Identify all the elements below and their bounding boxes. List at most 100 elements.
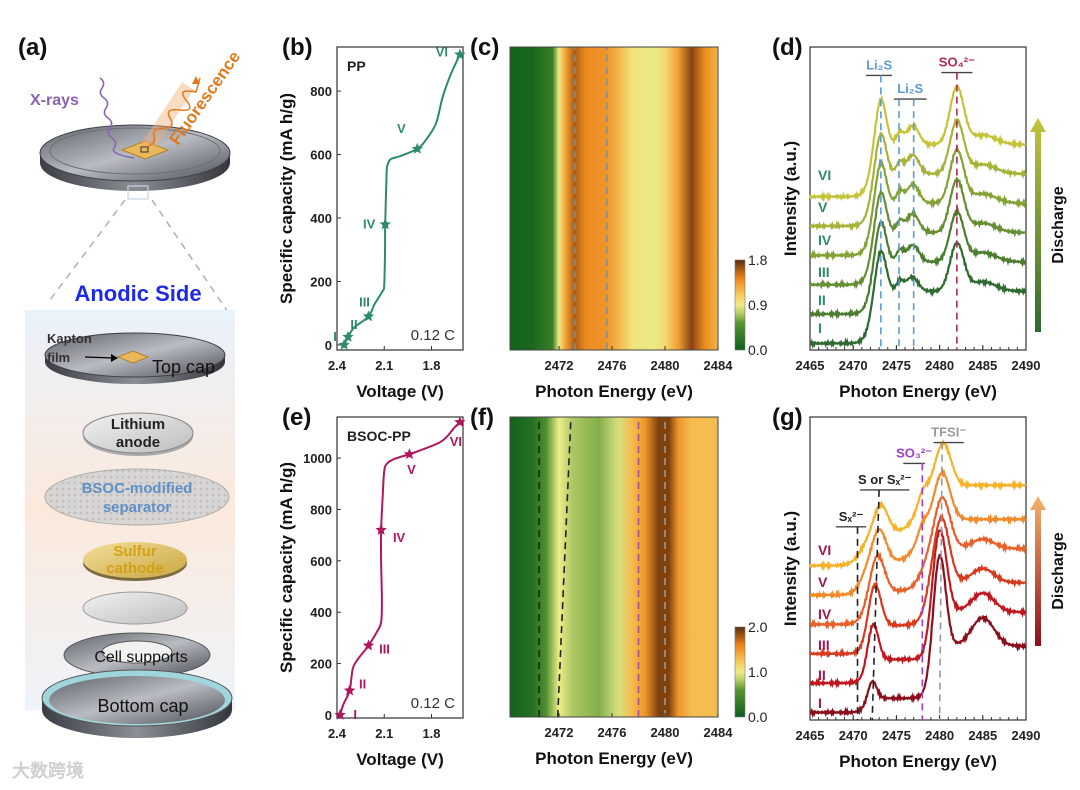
- chart-panel-c: (c) 2472 2476 2480 2484 Photon Energy (eV) 0.0…: [470, 34, 768, 401]
- sulfur-label-2: cathode: [106, 560, 164, 577]
- colorbar-label: 2.0: [748, 619, 768, 635]
- spectrum-series-IV: [809, 495, 1027, 631]
- stage-label: VI: [436, 45, 448, 60]
- spectrum-series-III: [808, 512, 1027, 659]
- x-tick-label: 2470: [839, 728, 868, 743]
- spectrum-series-III: [808, 176, 1027, 290]
- spectrum-series-I: [809, 553, 1027, 719]
- stage-label: I: [353, 707, 357, 722]
- x-tick-label: 2.1: [375, 358, 393, 373]
- x-tick-label: 2.1: [375, 726, 393, 741]
- stage-label: V: [407, 462, 416, 477]
- guide-line: [556, 416, 572, 718]
- star-marker: [342, 331, 354, 342]
- chart-panel-g: (g) 2465 2470 2475 2480 2485 2490 Photon Energy…: [772, 404, 1067, 771]
- x-tick-label: 2475: [882, 728, 911, 743]
- y-tick-label: 800: [310, 502, 332, 517]
- anodic-side-title: Anodic Side: [74, 281, 201, 306]
- stage-label: IV: [393, 530, 406, 545]
- zoom-guide-line: [49, 199, 126, 301]
- y-tick-label: 400: [310, 211, 332, 226]
- spectrum-series-II: [809, 206, 1027, 320]
- watermark: 大数跨境: [12, 760, 84, 781]
- y-axis-title: Specific capacity (mA h/g): [277, 462, 296, 673]
- spectrum-series-II: [809, 528, 1027, 690]
- annotation-label: S or Sₓ²⁻: [858, 472, 912, 487]
- stage-label: I: [818, 320, 822, 336]
- annotation-label: SO₄²⁻: [939, 55, 975, 70]
- x-axis-title: Photon Energy (eV): [535, 382, 693, 401]
- x-tick-label: 2470: [839, 358, 868, 373]
- colorbar-label: 0.0: [748, 709, 768, 725]
- y-axis-title: Specific capacity (mA h/g): [277, 93, 296, 304]
- colorbar: [734, 259, 746, 351]
- top-cap-label: Top cap: [152, 357, 215, 377]
- stage-label: III: [818, 264, 830, 280]
- x-tick-label: 2480: [925, 728, 954, 743]
- x-axis-title: Photon Energy (eV): [839, 382, 997, 401]
- x-tick-label: 2.4: [328, 726, 347, 741]
- star-marker: [343, 684, 356, 696]
- plot-frame: [336, 416, 464, 719]
- discharge-arrow-icon: [1030, 496, 1046, 646]
- x-tick-label: 2484: [704, 358, 734, 373]
- chart-panel-b: (b) 2.4 2.1 1.8 Voltage (V) 0 200 400 600 800 Spec…: [277, 34, 466, 401]
- x-tick-label: 2475: [882, 358, 911, 373]
- xray-wave-icon: [99, 77, 135, 159]
- fluorescence-wave-icon: [147, 77, 201, 147]
- stage-label: IV: [818, 606, 832, 622]
- stage-label: III: [359, 294, 370, 309]
- stage-label: II: [359, 677, 366, 692]
- kapton-window: [120, 140, 170, 160]
- star-marker: [379, 218, 391, 230]
- capacity-curve: [339, 421, 461, 716]
- annotation-label: TFSI⁻: [931, 425, 966, 440]
- star-marker: [362, 639, 375, 651]
- spectrum-series-IV: [809, 146, 1027, 261]
- chart-panel-f: (f) 2472 2476 2480 2484 Photon Energy (eV) 0.0…: [470, 404, 768, 768]
- stage-label: II: [818, 292, 826, 308]
- separator-label-2: separator: [103, 499, 172, 516]
- panel-label: (c): [470, 34, 499, 61]
- x-tick-label: 2476: [598, 358, 627, 373]
- chart-panel-d: (d) 2465 2470 2475 2480 2485 2490 Photon Energy…: [772, 34, 1067, 401]
- stage-label: I: [333, 329, 337, 344]
- stage-label: IV: [818, 232, 832, 248]
- y-tick-label: 0: [325, 338, 332, 353]
- annotation-label: Li₂S: [897, 81, 923, 96]
- x-tick-label: 1.8: [422, 358, 440, 373]
- spectrum-series-V: [809, 117, 1027, 232]
- colorbar: [734, 626, 746, 718]
- star-marker: [375, 524, 387, 535]
- stage-label: V: [397, 121, 406, 136]
- stage-label: VI: [818, 167, 831, 183]
- c-rate-label: 0.12 C: [411, 327, 455, 344]
- cell-supports: Cell supports: [63, 632, 211, 678]
- zoom-region-box: [127, 185, 149, 200]
- lithium-label-2: anode: [116, 434, 160, 451]
- bottom-cap-label: Bottom cap: [97, 696, 188, 716]
- chart-panel-e: (e) 2.4 2.1 1.8 Voltage (V) 0 200 400 600 800 1000…: [277, 404, 466, 769]
- y-tick-label: 200: [310, 657, 332, 672]
- x-tick-label: 2465: [796, 728, 825, 743]
- y-axis-title: Intensity (a.u.): [781, 141, 800, 256]
- cell-supports-label: Cell supports: [94, 649, 187, 666]
- colorbar-label: 0.9: [748, 297, 768, 313]
- annotation-label: Li₂S: [866, 57, 892, 72]
- x-axis-title: Photon Energy (eV): [535, 749, 693, 768]
- cell-schematic: (a) X-rays Fluorescence Anodic Side Kapt…: [12, 34, 244, 781]
- kapton-label: Kapton: [47, 331, 92, 346]
- annotation-label: SO₃²⁻: [896, 445, 932, 460]
- top-cap: Kapton film Top cap: [44, 331, 226, 384]
- stage-label: III: [379, 642, 390, 657]
- annotation-label: Sₓ²⁻: [839, 509, 864, 524]
- x-axis-title: Photon Energy (eV): [839, 752, 997, 771]
- panel-label-a: (a): [18, 34, 47, 61]
- coin-cell-illustration: [39, 124, 231, 200]
- y-tick-label: 800: [310, 84, 332, 99]
- panel-label: (g): [772, 404, 803, 431]
- x-tick-label: 1.8: [422, 726, 440, 741]
- stage-label: VI: [450, 434, 462, 449]
- stage-label: IV: [363, 216, 376, 231]
- xrays-label: X-rays: [30, 92, 79, 109]
